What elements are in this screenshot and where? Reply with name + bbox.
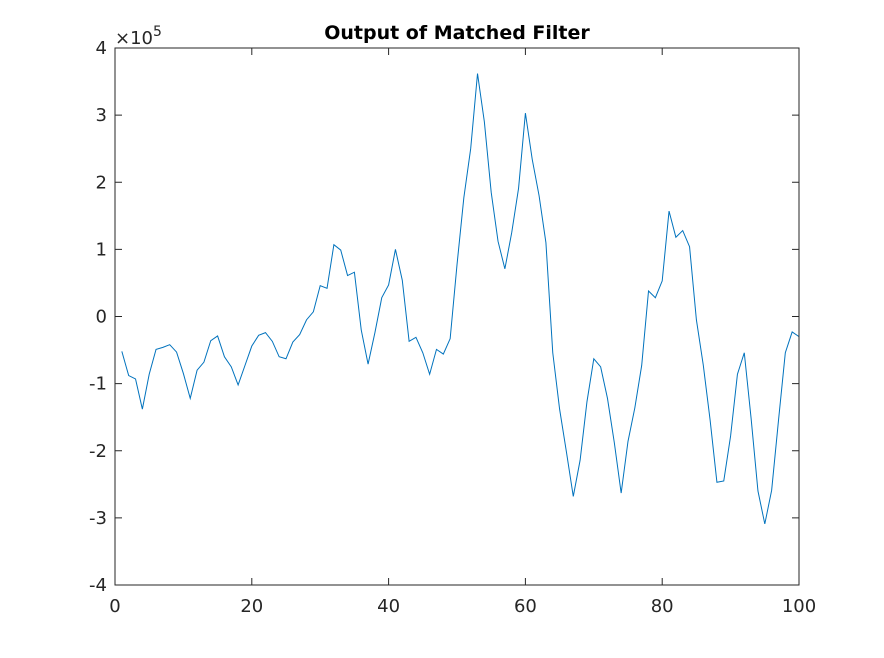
x-tick-label: 20 [240,596,263,617]
x-tick-label: 60 [514,596,537,617]
y-exponent-power: 5 [153,24,162,40]
y-tick-label: 0 [96,307,107,328]
plot-frame [114,47,800,586]
y-tick-label: -1 [89,374,107,395]
x-tick-label: 80 [651,596,674,617]
x-tick-label: 0 [109,596,120,617]
y-tick-label: 2 [96,172,107,193]
y-exponent-base: ×10 [115,28,153,49]
series-line [121,73,800,525]
y-tick-label: 3 [96,105,107,126]
y-tick-label: -3 [89,508,107,529]
y-axis-exponent: ×105 [115,24,162,49]
y-tick-label: -2 [89,441,107,462]
x-tick-label: 40 [377,596,400,617]
x-tick-labels: 0 20 40 60 80 100 [109,596,816,617]
y-tick-label: 4 [96,38,107,59]
y-tick-labels: -4 -3 -2 -1 0 1 2 3 4 [89,38,107,596]
plot-background [115,48,799,585]
chart-title: Output of Matched Filter [324,22,590,44]
x-tick-label: 100 [782,596,816,617]
y-tick-label: 1 [96,239,107,260]
y-tick-label: -4 [89,575,107,596]
